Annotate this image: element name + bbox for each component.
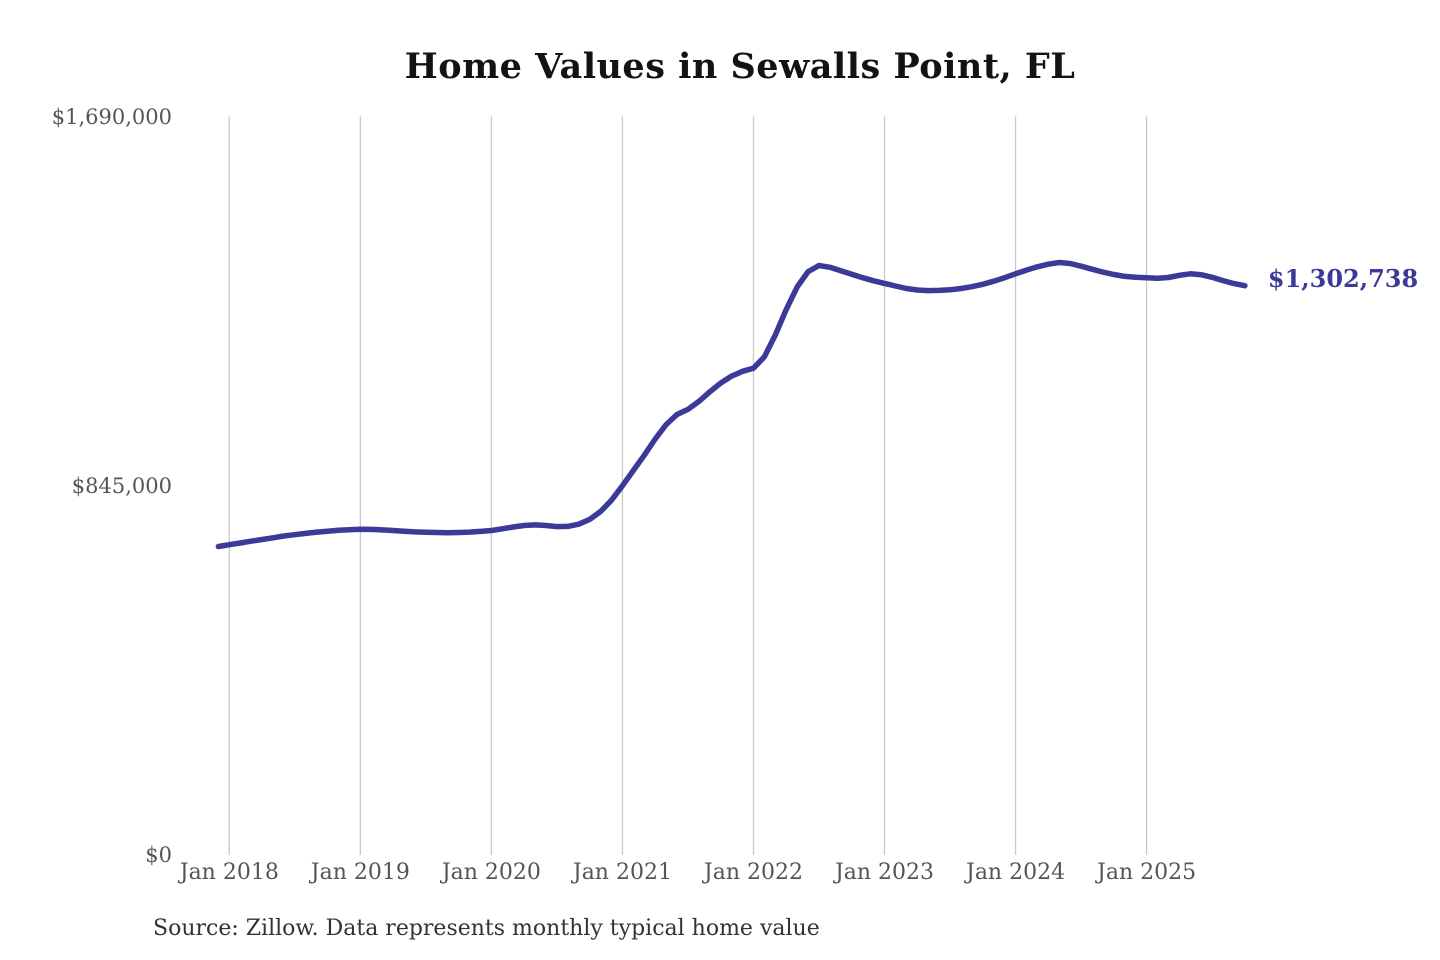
x-tick-label: Jan 2019 bbox=[310, 860, 410, 885]
x-tick-label: Jan 2024 bbox=[966, 860, 1066, 885]
y-tick-label: $0 bbox=[145, 843, 172, 867]
chart-title: Home Values in Sewalls Point, FL bbox=[404, 46, 1076, 87]
y-tick-label: $845,000 bbox=[71, 473, 172, 498]
home-value-line-series bbox=[215, 259, 1248, 550]
x-tick-label: Jan 2022 bbox=[703, 860, 804, 885]
x-tick-label: Jan 2021 bbox=[572, 860, 672, 885]
y-tick-label: $1,690,000 bbox=[51, 104, 172, 129]
x-tick-label: Jan 2020 bbox=[441, 860, 541, 885]
vertical-gridlines bbox=[228, 116, 1148, 855]
source-note: Source: Zillow. Data represents monthly … bbox=[153, 916, 820, 941]
x-tick-label: Jan 2025 bbox=[1097, 860, 1197, 885]
x-tick-label: Jan 2018 bbox=[179, 860, 279, 885]
latest-value-label: $1,302,738 bbox=[1267, 263, 1419, 293]
x-tick-label: Jan 2023 bbox=[834, 860, 935, 885]
